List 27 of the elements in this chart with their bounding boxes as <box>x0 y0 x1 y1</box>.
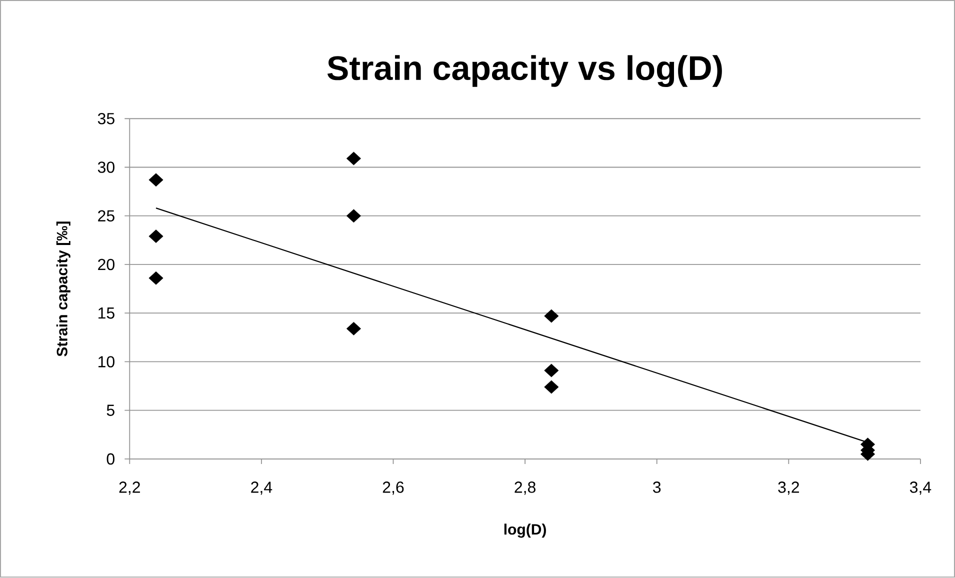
y-tick-label: 10 <box>98 356 114 368</box>
x-tick-label: 2,2 <box>119 482 140 495</box>
x-tick-label: 2,6 <box>382 482 404 495</box>
y-axis-title: Strain capacity [‰] <box>56 222 70 357</box>
point <box>148 230 164 244</box>
point <box>346 152 361 166</box>
y-tick-label: 5 <box>106 404 114 416</box>
x-tick-label: 2,4 <box>251 482 272 495</box>
x-tick-label: 2,8 <box>514 482 536 495</box>
point <box>346 209 361 223</box>
point <box>148 173 164 187</box>
point <box>544 310 559 323</box>
y-tick-label: 0 <box>106 454 114 465</box>
x-tick-label: 3 <box>653 482 661 494</box>
y-tick-label: 35 <box>98 113 114 124</box>
y-tick-label: 15 <box>98 308 114 319</box>
x-tick-label: 3,4 <box>910 482 932 495</box>
x-tick-label: 3,2 <box>778 482 799 495</box>
point <box>544 380 559 394</box>
y-tick-label: 25 <box>98 210 114 222</box>
x-axis-title: log(D) <box>504 524 546 538</box>
point <box>148 272 164 286</box>
chart-title: Strain capacity vs log(D) <box>327 55 722 88</box>
y-tick-label: 20 <box>98 259 114 270</box>
y-tick-label: 30 <box>98 162 114 174</box>
point <box>346 322 361 336</box>
point <box>544 364 559 378</box>
